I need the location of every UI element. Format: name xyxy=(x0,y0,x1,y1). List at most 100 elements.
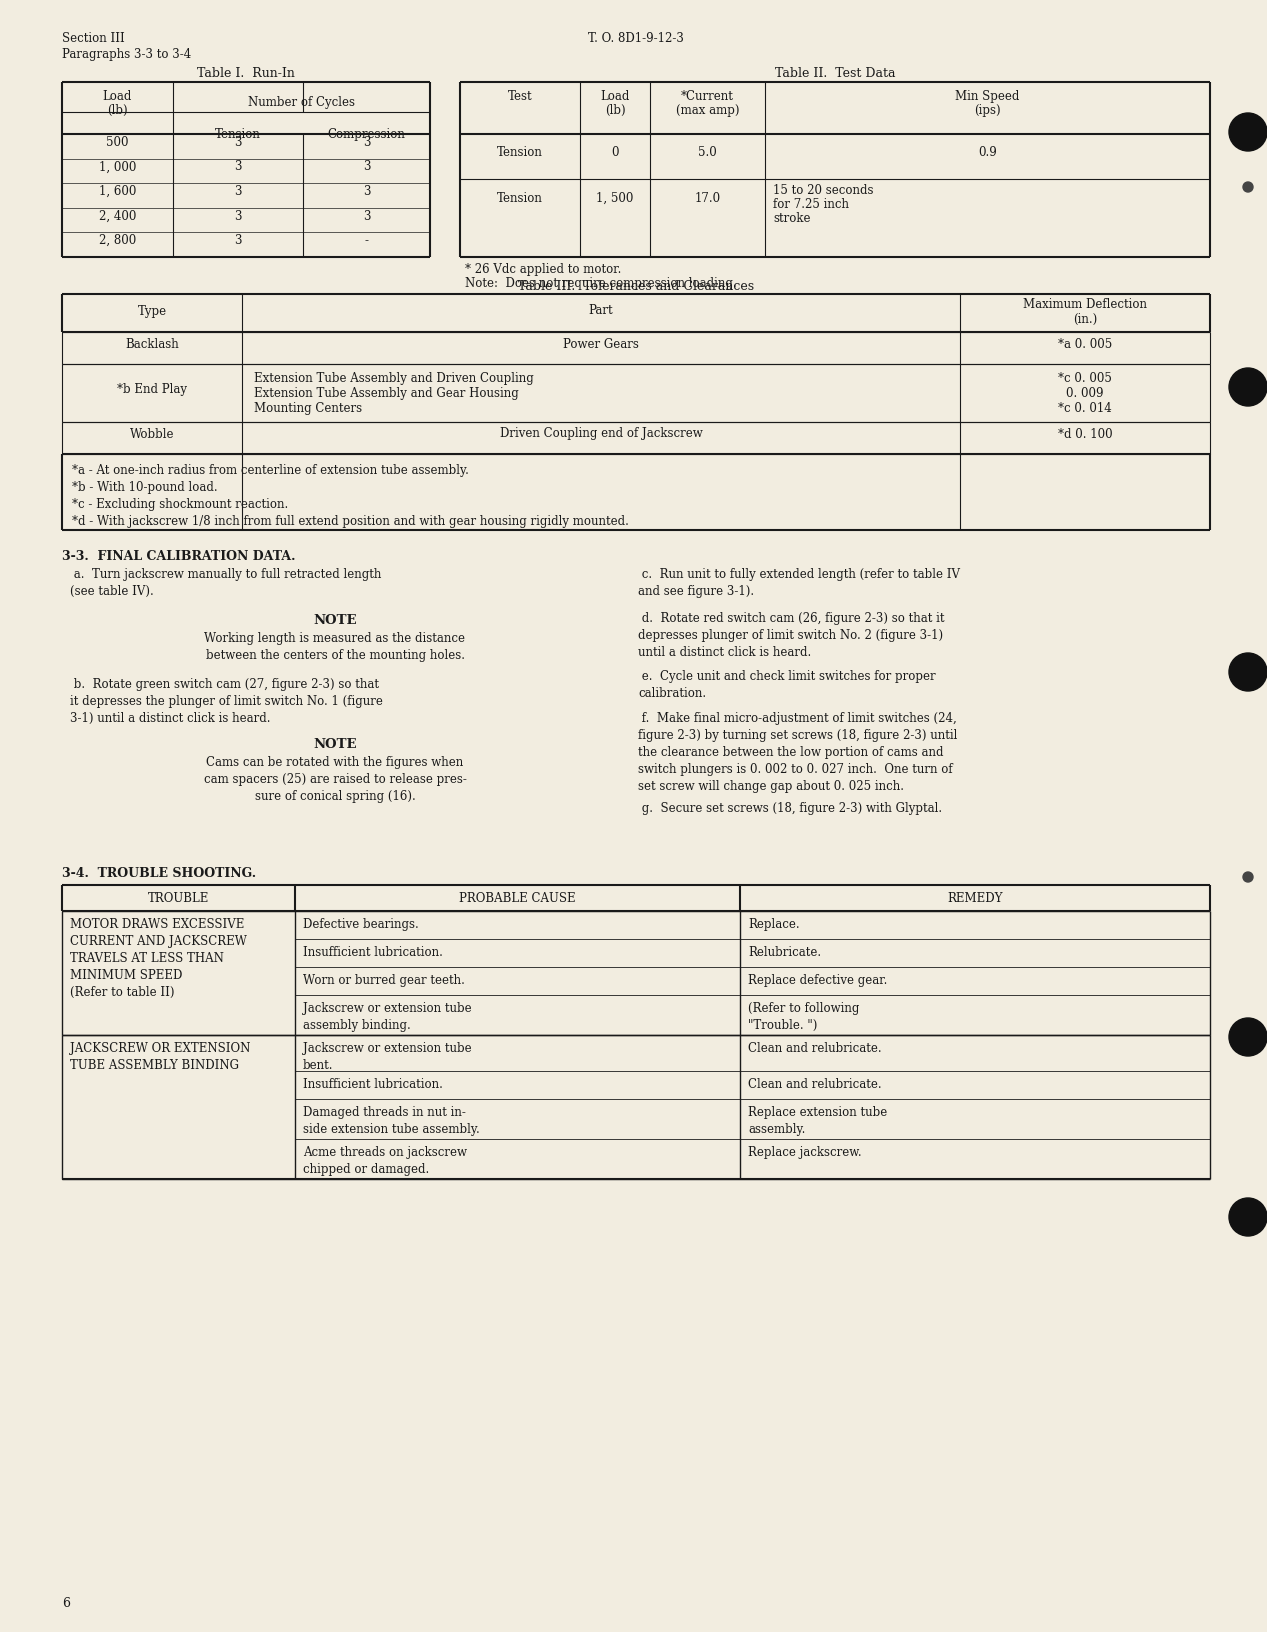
Text: 2, 800: 2, 800 xyxy=(99,235,136,246)
Text: MOTOR DRAWS EXCESSIVE
CURRENT AND JACKSCREW
TRAVELS AT LESS THAN
MINIMUM SPEED
(: MOTOR DRAWS EXCESSIVE CURRENT AND JACKSC… xyxy=(70,917,247,999)
Text: *d 0. 100: *d 0. 100 xyxy=(1058,428,1112,441)
Text: Relubricate.: Relubricate. xyxy=(748,947,821,960)
Text: Note:  Does not require compression loading.: Note: Does not require compression loadi… xyxy=(465,277,736,290)
Text: Replace defective gear.: Replace defective gear. xyxy=(748,974,887,987)
Text: Type: Type xyxy=(137,305,166,318)
Text: for 7.25 inch: for 7.25 inch xyxy=(773,197,849,211)
Text: Insufficient lubrication.: Insufficient lubrication. xyxy=(303,1079,443,1092)
Text: 1, 600: 1, 600 xyxy=(99,184,136,197)
Text: 0: 0 xyxy=(611,145,618,158)
Text: *c 0. 005: *c 0. 005 xyxy=(1058,372,1112,385)
Text: (ips): (ips) xyxy=(974,104,1001,118)
Text: -: - xyxy=(365,235,369,246)
Text: 1, 500: 1, 500 xyxy=(597,191,634,204)
Text: 3: 3 xyxy=(234,160,242,173)
Text: Cams can be rotated with the figures when
cam spacers (25) are raised to release: Cams can be rotated with the figures whe… xyxy=(204,756,466,803)
Text: NOTE: NOTE xyxy=(313,614,357,627)
Text: Clean and relubricate.: Clean and relubricate. xyxy=(748,1041,882,1054)
Text: REMEDY: REMEDY xyxy=(948,891,1002,904)
Text: e.  Cycle unit and check limit switches for proper
calibration.: e. Cycle unit and check limit switches f… xyxy=(639,671,935,700)
Text: Replace.: Replace. xyxy=(748,917,799,930)
Text: 17.0: 17.0 xyxy=(694,191,721,204)
Text: 0. 009: 0. 009 xyxy=(1067,387,1104,400)
Text: Number of Cycles: Number of Cycles xyxy=(248,96,355,109)
Text: 3: 3 xyxy=(362,160,370,173)
Text: 2, 400: 2, 400 xyxy=(99,209,136,222)
Text: 3: 3 xyxy=(362,184,370,197)
Text: NOTE: NOTE xyxy=(313,738,357,751)
Text: Tension: Tension xyxy=(497,191,544,204)
Text: Min Speed: Min Speed xyxy=(955,90,1020,103)
Text: 0.9: 0.9 xyxy=(978,145,997,158)
Text: T. O. 8D1-9-12-3: T. O. 8D1-9-12-3 xyxy=(588,33,684,46)
Text: g.  Secure set screws (18, figure 2-3) with Glyptal.: g. Secure set screws (18, figure 2-3) wi… xyxy=(639,801,943,814)
Text: *Current: *Current xyxy=(682,90,734,103)
Text: Acme threads on jackscrew
chipped or damaged.: Acme threads on jackscrew chipped or dam… xyxy=(303,1146,468,1177)
Circle shape xyxy=(1229,1018,1267,1056)
Circle shape xyxy=(1229,653,1267,690)
Text: 500: 500 xyxy=(106,135,129,149)
Text: c.  Run unit to fully extended length (refer to table IV
and see figure 3-1).: c. Run unit to fully extended length (re… xyxy=(639,568,960,597)
Text: Working length is measured as the distance
between the centers of the mounting h: Working length is measured as the distan… xyxy=(204,632,465,663)
Text: 3: 3 xyxy=(234,184,242,197)
Text: *b End Play: *b End Play xyxy=(117,382,188,395)
Text: Jackscrew or extension tube
assembly binding.: Jackscrew or extension tube assembly bin… xyxy=(303,1002,471,1031)
Text: Insufficient lubrication.: Insufficient lubrication. xyxy=(303,947,443,960)
Text: *c 0. 014: *c 0. 014 xyxy=(1058,401,1112,415)
Text: stroke: stroke xyxy=(773,212,811,225)
Text: d.  Rotate red switch cam (26, figure 2-3) so that it
depresses plunger of limit: d. Rotate red switch cam (26, figure 2-3… xyxy=(639,612,944,659)
Text: (in.): (in.) xyxy=(1073,312,1097,325)
Text: Table II.  Test Data: Table II. Test Data xyxy=(774,67,896,80)
Text: Damaged threads in nut in-
side extension tube assembly.: Damaged threads in nut in- side extensio… xyxy=(303,1106,480,1136)
Text: Power Gears: Power Gears xyxy=(563,338,639,351)
Text: Worn or burred gear teeth.: Worn or burred gear teeth. xyxy=(303,974,465,987)
Circle shape xyxy=(1243,871,1253,881)
Text: Extension Tube Assembly and Gear Housing: Extension Tube Assembly and Gear Housing xyxy=(253,387,518,400)
Text: Tension: Tension xyxy=(497,145,544,158)
Text: * 26 Vdc applied to motor.: * 26 Vdc applied to motor. xyxy=(465,263,621,276)
Text: JACKSCREW OR EXTENSION
TUBE ASSEMBLY BINDING: JACKSCREW OR EXTENSION TUBE ASSEMBLY BIN… xyxy=(70,1041,251,1072)
Text: 3: 3 xyxy=(362,209,370,222)
Text: (lb): (lb) xyxy=(604,104,626,118)
Circle shape xyxy=(1229,367,1267,406)
Text: *d - With jackscrew 1/8 inch from full extend position and with gear housing rig: *d - With jackscrew 1/8 inch from full e… xyxy=(72,516,628,529)
Text: Jackscrew or extension tube
bent.: Jackscrew or extension tube bent. xyxy=(303,1041,471,1072)
Text: a.  Turn jackscrew manually to full retracted length
(see table IV).: a. Turn jackscrew manually to full retra… xyxy=(70,568,381,597)
Text: 3: 3 xyxy=(362,135,370,149)
Text: (lb): (lb) xyxy=(108,104,128,118)
Text: *c - Excluding shockmount reaction.: *c - Excluding shockmount reaction. xyxy=(72,498,289,511)
Text: Table III.  Tolerances and Clearances: Table III. Tolerances and Clearances xyxy=(518,281,754,294)
Text: Tension: Tension xyxy=(215,127,261,140)
Text: Paragraphs 3-3 to 3-4: Paragraphs 3-3 to 3-4 xyxy=(62,47,191,60)
Text: 3-4.  TROUBLE SHOOTING.: 3-4. TROUBLE SHOOTING. xyxy=(62,867,256,880)
Text: Driven Coupling end of Jackscrew: Driven Coupling end of Jackscrew xyxy=(499,428,702,441)
Text: Load: Load xyxy=(601,90,630,103)
Text: 1, 000: 1, 000 xyxy=(99,160,136,173)
Text: 15 to 20 seconds: 15 to 20 seconds xyxy=(773,184,873,197)
Text: *a - At one-inch radius from centerline of extension tube assembly.: *a - At one-inch radius from centerline … xyxy=(72,463,469,477)
Text: (Refer to following
"Trouble. "): (Refer to following "Trouble. ") xyxy=(748,1002,859,1031)
Text: TROUBLE: TROUBLE xyxy=(148,891,209,904)
Text: 3: 3 xyxy=(234,235,242,246)
Text: 3-3.  FINAL CALIBRATION DATA.: 3-3. FINAL CALIBRATION DATA. xyxy=(62,550,295,563)
Text: Wobble: Wobble xyxy=(129,428,175,441)
Text: Defective bearings.: Defective bearings. xyxy=(303,917,419,930)
Text: Backlash: Backlash xyxy=(125,338,179,351)
Circle shape xyxy=(1229,113,1267,152)
Text: Maximum Deflection: Maximum Deflection xyxy=(1022,297,1147,310)
Circle shape xyxy=(1243,183,1253,193)
Text: 6: 6 xyxy=(62,1598,70,1611)
Text: 5.0: 5.0 xyxy=(698,145,717,158)
Text: 3: 3 xyxy=(234,209,242,222)
Text: f.  Make final micro-adjustment of limit switches (24,
figure 2-3) by turning se: f. Make final micro-adjustment of limit … xyxy=(639,712,958,793)
Text: Clean and relubricate.: Clean and relubricate. xyxy=(748,1079,882,1092)
Text: (max amp): (max amp) xyxy=(675,104,739,118)
Text: Test: Test xyxy=(508,90,532,103)
Text: *a 0. 005: *a 0. 005 xyxy=(1058,338,1112,351)
Text: Replace jackscrew.: Replace jackscrew. xyxy=(748,1146,862,1159)
Text: *b - With 10-pound load.: *b - With 10-pound load. xyxy=(72,481,218,494)
Text: Load: Load xyxy=(103,90,132,103)
Circle shape xyxy=(1229,1198,1267,1235)
Text: Part: Part xyxy=(589,305,613,318)
Text: 3: 3 xyxy=(234,135,242,149)
